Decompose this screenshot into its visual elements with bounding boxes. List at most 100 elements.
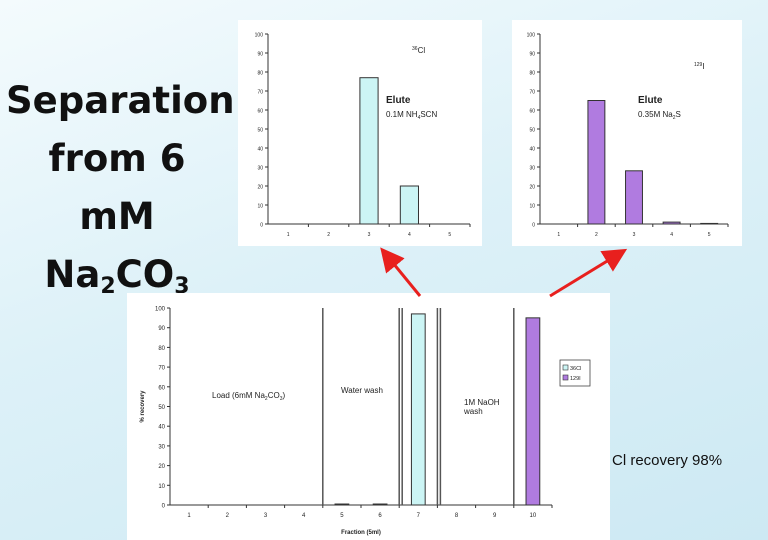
recovery-note: Cl recovery 98%	[612, 452, 723, 469]
main-chart-x-tick-label: 2	[226, 513, 230, 519]
i-chart-x-tick-label: 4	[670, 232, 673, 238]
cl-chart-annotation-sub: 4	[418, 115, 421, 121]
title-line-3: Na2CO3	[6, 246, 228, 316]
cl-chart-annotation-main: 0.1M NH	[386, 110, 418, 119]
main-chart-x-tick-label: 8	[455, 513, 459, 519]
cl-chart-x-tick-label: 1	[287, 232, 290, 238]
i-chart-isotope-mass: 129	[694, 62, 703, 68]
cl-chart-y-tick-label: 100	[255, 33, 264, 39]
cl-chart-annotation-tail: SCN	[420, 110, 437, 119]
main-chart-y-tick-label: 50	[158, 405, 165, 411]
i-chart-y-tick-label: 30	[529, 166, 535, 172]
i-chart-y-tick-label: 10	[529, 204, 535, 210]
title-chem-na: Na	[44, 253, 101, 296]
main-chart-x-axis-title: Fraction (5ml)	[341, 530, 381, 536]
cl-chart-y-tick-label: 50	[257, 128, 263, 134]
i-chart-y-tick-label: 0	[532, 223, 535, 229]
cl-chart-isotope-symbol: Cl	[418, 46, 426, 55]
i-chart-y-tick-label: 80	[529, 71, 535, 77]
region-label-load-part: 2	[265, 396, 268, 402]
main-chart-x-tick-label: 7	[417, 513, 421, 519]
i-chart-isotope-symbol: I	[702, 62, 704, 71]
separation-overview-chart-svg: 0 10 20 30 40 50 60 70 80 90 100 1 2 3 4 5 6 7 8 9 10 Load (6…	[140, 307, 591, 536]
arrow-to-iodine-chart	[549, 248, 628, 298]
main-chart-x-tick-label: 10	[530, 513, 537, 519]
region-label-naoh-wash-line2: wash	[463, 407, 483, 416]
main-chart-y-axis-title: % recovery	[140, 390, 146, 423]
i-chart-y-tick-label: 40	[529, 147, 535, 153]
cl-chart-x-tick-label: 2	[327, 232, 330, 238]
i-chart-y-tick-label: 60	[529, 109, 535, 115]
region-label-load-part: 3	[280, 396, 283, 402]
main-chart-y-tick-label: 40	[158, 425, 165, 431]
main-chart-bar-36Cl	[410, 313, 426, 506]
cl-chart-isotope-label: 36Cl	[412, 46, 425, 55]
main-chart-y-tick-label: 90	[158, 326, 165, 332]
cl-chart-y-tick-label: 20	[257, 185, 263, 191]
title-chem-co: CO	[115, 253, 175, 296]
i-chart-x-tick-label: 1	[557, 232, 560, 238]
main-chart-bar-129I	[525, 317, 541, 506]
i-chart-y-tick-label: 50	[529, 128, 535, 134]
region-label-load-part: CO	[268, 391, 280, 400]
i-chart-x-tick-label: 5	[708, 232, 711, 238]
main-chart-x-tick-label: 1	[187, 513, 191, 519]
i-chart-y-tick-label: 100	[527, 33, 536, 39]
title-line-2: from 6 mM	[48, 137, 186, 238]
legend-label-129I: 129I	[570, 376, 581, 382]
i-chart-x-tick-label: 3	[633, 232, 636, 238]
i-chart-y-tick-label: 20	[529, 185, 535, 191]
cl-chart-annotation-text: 0.1M NH4SCN	[386, 110, 437, 121]
region-label-load-part: )	[282, 391, 285, 400]
i-chart-bar	[662, 221, 681, 225]
main-chart-x-tick-label: 4	[302, 513, 306, 519]
i-chart-y-tick-label: 70	[529, 90, 535, 96]
cl-chart-bar	[359, 77, 379, 225]
i-chart-annotation-text: 0.35M Na2S	[638, 110, 681, 121]
main-chart-y-tick-label: 30	[158, 444, 165, 450]
cl-chart-y-tick-label: 80	[257, 71, 263, 77]
i-chart-y-tick-label: 90	[529, 52, 535, 58]
main-chart-y-tick-label: 100	[155, 307, 166, 313]
main-chart-y-tick-label: 0	[162, 504, 166, 510]
title-chem-co-sub: 3	[174, 274, 190, 299]
cl-chart-y-tick-label: 60	[257, 109, 263, 115]
region-label-load-part: Load (6mM Na	[212, 391, 265, 400]
main-chart-y-tick-label: 70	[158, 366, 165, 372]
i-chart-annotation-main: 0.35M Na	[638, 110, 673, 119]
arrow-to-chlorine-chart	[380, 247, 422, 297]
chlorine-elution-chart: 0 10 20 30 40 50 60 70 80 90 100 1 2 3 4 5 36Cl Elute 0.1M…	[238, 20, 482, 246]
region-label-load: Load (6mM Na2CO3)	[212, 391, 285, 402]
main-chart-bar-36Cl	[334, 503, 350, 506]
cl-chart-y-tick-label: 10	[257, 204, 263, 210]
title-chem-na-sub: 2	[100, 274, 116, 299]
cl-chart-x-tick-label: 5	[448, 232, 451, 238]
title-line-1: Separation	[6, 79, 235, 122]
main-chart-x-tick-label: 5	[340, 513, 344, 519]
i-chart-annotation-tail: S	[675, 110, 680, 119]
i-chart-annotation-title: Elute	[638, 95, 663, 106]
legend-label-36Cl: 36Cl	[570, 366, 581, 372]
main-chart-bar-36Cl	[372, 503, 388, 506]
i-chart-bar	[700, 222, 719, 225]
main-chart-legend	[559, 359, 591, 387]
cl-chart-x-tick-label: 3	[368, 232, 371, 238]
region-label-naoh-wash: 1M NaOH	[464, 398, 500, 407]
main-chart-y-tick-label: 80	[158, 346, 165, 352]
i-chart-bar	[625, 170, 643, 225]
cl-chart-y-tick-label: 40	[257, 147, 263, 153]
iodine-elution-chart: 0 10 20 30 40 50 60 70 80 90 100 1 2 3 4 5 129I Elute 0.35…	[512, 20, 742, 246]
main-chart-y-tick-label: 20	[158, 464, 165, 470]
legend-swatch-36Cl	[562, 364, 569, 371]
cl-chart-y-tick-label: 30	[257, 166, 263, 172]
cl-chart-annotation-title: Elute	[386, 95, 411, 106]
main-chart-x-tick-label: 3	[264, 513, 268, 519]
i-chart-bar	[587, 100, 606, 225]
i-chart-annotation-sub: 2	[673, 115, 676, 121]
separation-overview-chart: 0 10 20 30 40 50 60 70 80 90 100 1 2 3 4 5 6 7 8 9 10 Load (6…	[127, 293, 610, 540]
region-label-water-wash: Water wash	[341, 386, 383, 395]
i-chart-isotope-label: 129I	[694, 62, 705, 71]
cl-chart-y-tick-label: 70	[257, 90, 263, 96]
cl-chart-y-tick-label: 90	[257, 52, 263, 58]
